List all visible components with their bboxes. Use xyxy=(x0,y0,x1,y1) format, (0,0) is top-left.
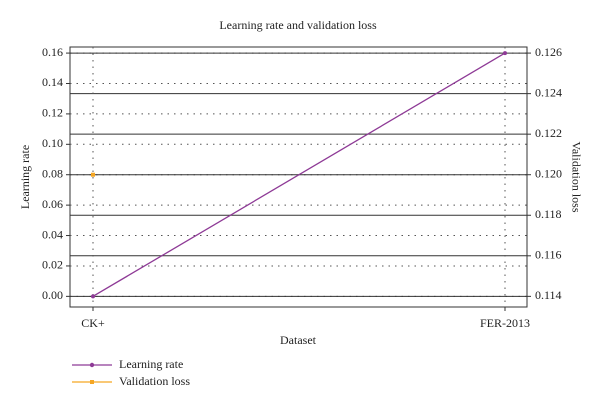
y2-tick-label: 0.114 xyxy=(535,288,562,302)
point xyxy=(91,172,95,177)
y-tick-label: 0.12 xyxy=(42,106,63,120)
y2-tick-label: 0.116 xyxy=(535,248,562,262)
x-axis-label: Dataset xyxy=(280,333,317,347)
y2-tick-label: 0.124 xyxy=(535,85,562,99)
y-tick-label: 0.00 xyxy=(42,288,63,302)
y-tick-label: 0.04 xyxy=(42,227,63,241)
y2-tick-label: 0.122 xyxy=(535,126,562,140)
y2-tick-label: 0.118 xyxy=(535,207,562,221)
y-tick-label: 0.16 xyxy=(42,45,63,59)
y-axis-label: Learning rate xyxy=(18,145,32,209)
y2-axis-label: Validation loss xyxy=(569,142,583,213)
legend-marker xyxy=(90,380,94,384)
y-tick-label: 0.10 xyxy=(42,136,63,150)
legend-marker xyxy=(89,362,95,368)
y-tick-label: 0.02 xyxy=(42,258,63,272)
legend-label: Learning rate xyxy=(119,357,183,371)
legend-label: Validation loss xyxy=(119,374,190,388)
x-tick-label: FER-2013 xyxy=(480,316,530,330)
point xyxy=(503,51,507,56)
series-line xyxy=(92,52,506,297)
y2-tick-label: 0.120 xyxy=(535,166,562,180)
y-tick-label: 0.06 xyxy=(42,197,63,211)
y2-tick-label: 0.126 xyxy=(535,45,562,59)
point xyxy=(91,294,95,299)
y-tick-label: 0.14 xyxy=(42,75,63,89)
y-tick-label: 0.08 xyxy=(42,166,63,180)
plot-frame xyxy=(69,46,528,308)
x-tick-label: CK+ xyxy=(81,316,105,330)
chart-title: Learning rate and validation loss xyxy=(219,18,377,32)
